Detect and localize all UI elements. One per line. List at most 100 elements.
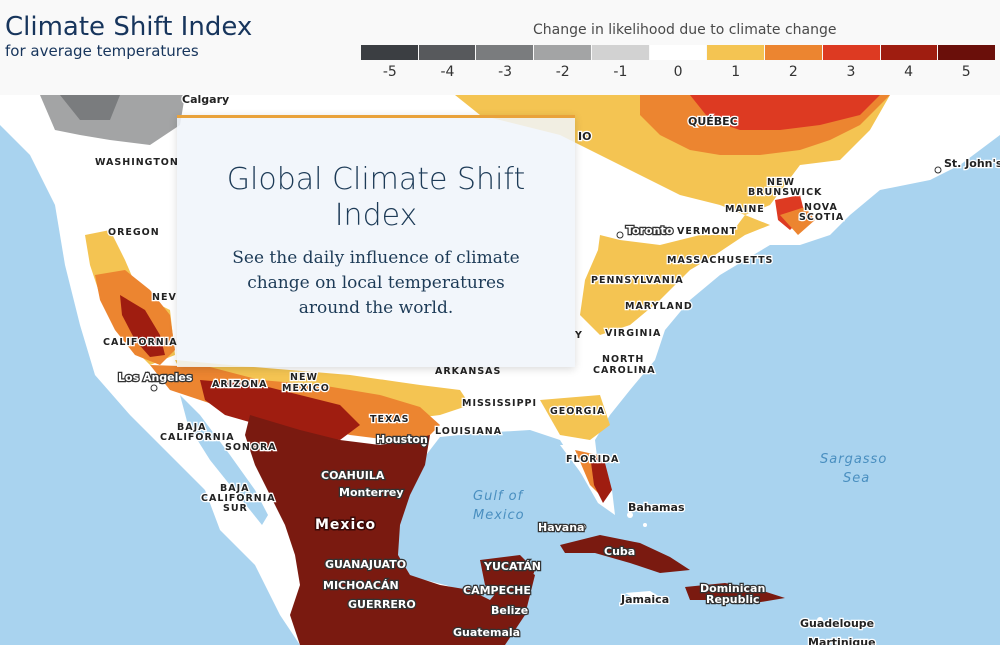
anomaly-level-3-northeast [690,95,880,130]
legend-swatch [765,45,822,60]
newfoundland [870,120,955,180]
legend-tick-label: -3 [498,64,513,80]
legend-swatch [476,45,534,60]
map-label-gulf-of-mexico-1: Gulf of [473,489,525,504]
legend-tick-label: 3 [846,64,856,80]
anomaly-level-5-yucatan [480,555,535,600]
map-label-pennsylvania: PENNSYLVANIA [591,275,684,286]
legend-swatch [418,45,476,60]
legend-tick-label: -4 [440,64,455,80]
map-label-nova-scotia-1: NOVA [804,202,838,213]
page-title: Climate Shift Index [5,12,253,42]
map-label-california: CALIFORNIA [103,337,178,348]
map-label-oregon: OREGON [108,227,160,238]
legend-tick-label: 1 [731,64,741,80]
baja-peninsula [150,395,255,547]
legend-swatch [880,45,938,60]
legend-swatch [938,45,996,60]
page-subtitle: for average temperatures [5,42,199,60]
jamaica [625,591,660,601]
legend-tick-label: 2 [788,64,798,80]
map-label-north-carolina-2: CAROLINA [593,365,656,376]
map-label-toronto: Toronto [626,224,674,237]
map-label-baja-california-sur-3: SUR [223,503,248,514]
legend-ticks: -5 -4 -3 -2 -1 0 1 2 3 4 5 [361,64,995,80]
map-label-louisiana: LOUISIANA [435,426,502,437]
legend-swatch [707,45,765,60]
map-label-st-johns: St. John's [944,157,1000,170]
legend-tick-label: -2 [555,64,570,80]
city-dot [150,384,158,392]
map-label-vermont: VERMONT [677,226,737,237]
legend-tick-label: 4 [904,64,914,80]
map-label-bahamas: Bahamas [628,501,685,514]
map-label-north-carolina-1: NORTH [602,354,644,365]
map-label-dominican-republic-2: Republic [706,593,760,606]
legend-tick-label: -1 [613,64,628,80]
map-label-guerrero: GUERRERO [348,598,416,611]
intro-card-title: Global Climate Shift Index [226,162,526,233]
anomaly-level-2-nova-scotia [780,207,815,235]
map-label-houston: Houston [376,433,428,446]
map-label-nevada: NEV [152,292,177,303]
map-label-maryland: MARYLAND [625,301,693,312]
map-label-yucatan: YUCATÁN [483,560,541,573]
map-label-belize: Belize [491,604,528,617]
map-label-jamaica: Jamaica [620,593,669,606]
map-label-monterrey: Monterrey [339,486,404,499]
map-label-michoacan: MICHOACÁN [323,579,399,592]
legend-swatch [822,45,880,60]
bahamas-island [627,512,633,518]
map-label-mississippi: MISSISSIPPI [462,398,537,409]
gulf-of-california [180,395,268,525]
anomaly-level-5-florida [590,455,612,503]
map-label-baja-california-sur-1: BAJA [220,483,249,494]
map-label-new-mexico-1: NEW [290,372,318,383]
map-label-maine: MAINE [725,204,765,215]
map-label-campeche: CAMPECHE [463,584,531,597]
legend-swatch [591,45,649,60]
map-label-nova-scotia-2: SCOTIA [799,212,844,223]
map-label-guanajuato: GUANAJUATO [325,558,406,571]
city-dot [616,231,624,239]
map-label-arizona: ARIZONA [212,379,267,390]
map-label-baja-california-1: BAJA [177,422,206,433]
city-dot [579,523,587,531]
cool-anomaly-nw-dark [60,95,120,120]
map-label-arkansas: ARKANSAS [435,366,501,377]
legend-tick-label: -5 [382,64,397,80]
legend-tick-label: 0 [673,64,683,80]
map-label-cuba: Cuba [604,545,635,558]
lesser-antilles [817,617,823,623]
map-label-mexico: Mexico [315,517,376,533]
map-label-ohio-partial: IO [578,130,591,143]
map-label-quebec: QUÉBEC [688,115,738,128]
anomaly-level-1 [455,95,890,335]
map-label-virginia-partial: Y [574,330,583,341]
map-label-dominican-republic-1: Dominican [700,582,765,595]
map-label-gulf-of-mexico-2: Mexico [473,508,525,523]
map-label-sonora: SONORA [225,442,277,453]
map-label-washington: WASHINGTON [95,157,179,168]
map-label-guadeloupe: Guadeloupe [800,617,874,630]
map-label-virginia: VIRGINIA [605,328,661,339]
map-label-texas: TEXAS [370,414,410,425]
map-label-massachusetts: MASSACHUSETTS [667,255,773,266]
map-label-baja-california-sur-2: CALIFORNIA [201,493,276,504]
map-label-calgary: Calgary [182,95,229,106]
anomaly-level-4-southwest [200,380,360,440]
legend-title: Change in likelihood due to climate chan… [533,22,837,38]
map-label-havana: Havana [538,521,584,534]
city-dot [934,166,942,174]
intro-card-body: See the daily influence of climate chang… [232,248,520,318]
legend-swatch [534,45,591,60]
map-label-georgia: GEORGIA [550,406,605,417]
anomaly-level-4-california [120,295,165,357]
intro-card[interactable]: Global Climate Shift Index See the daily… [177,115,575,367]
map-label-guatemala: Guatemala [453,626,520,639]
map-label-los-angeles: Los Angeles [118,371,193,384]
map-label-florida: FLORIDA [566,454,619,465]
map-label-sargasso-sea-1: Sargasso [820,452,887,467]
map-label-coahuila: COAHUILA [321,469,385,482]
legend-swatch [361,45,418,60]
